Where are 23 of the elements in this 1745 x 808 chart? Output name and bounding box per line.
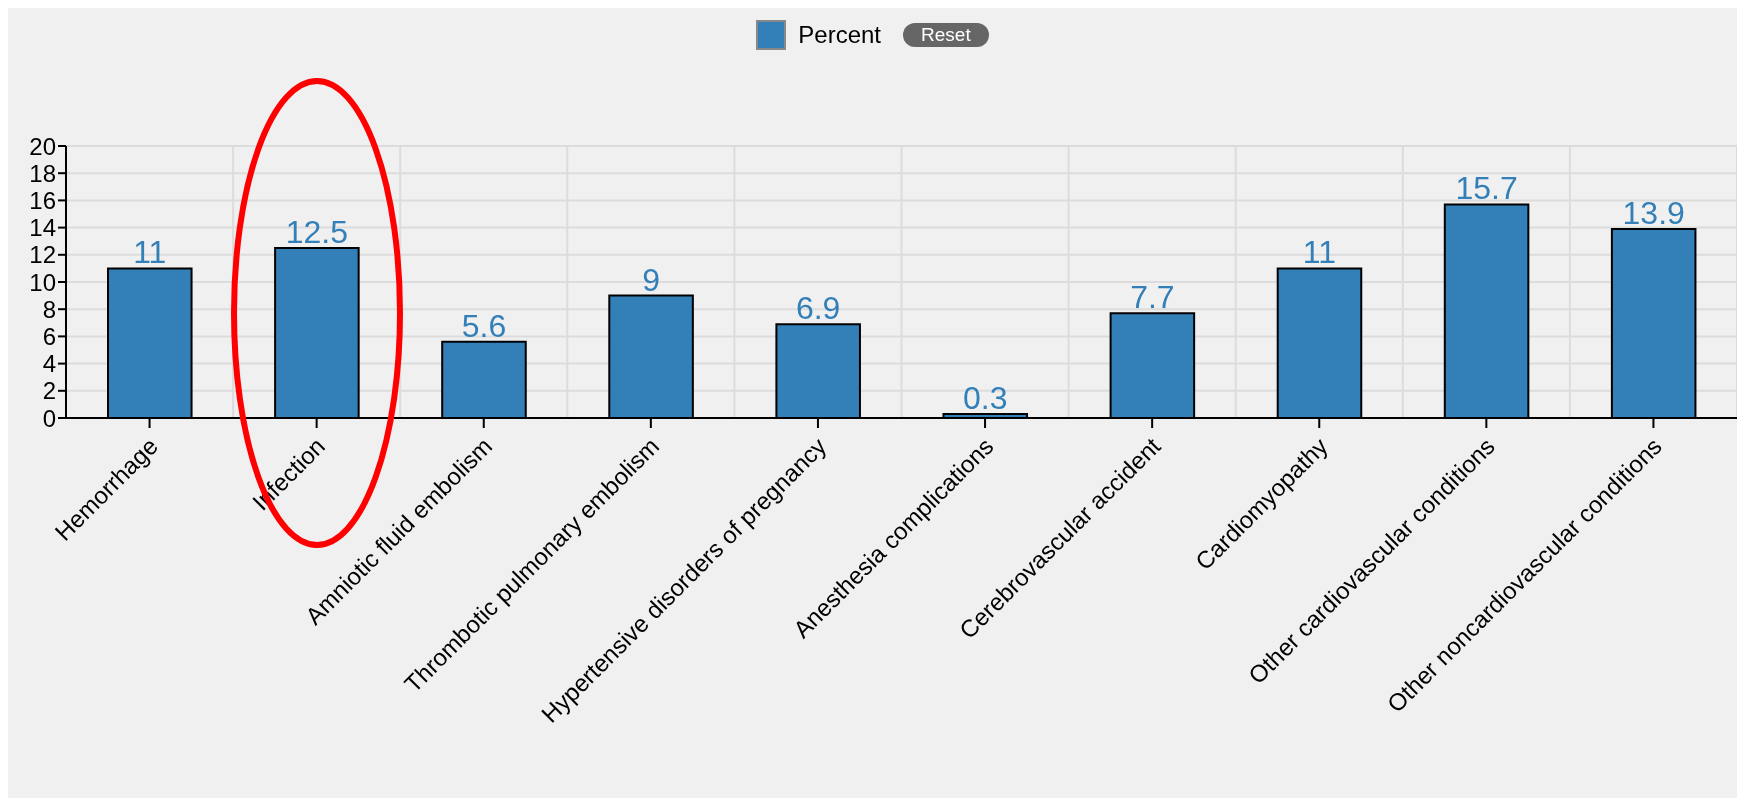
- data-label: 11: [133, 234, 167, 271]
- y-tick-label: 20: [29, 132, 56, 160]
- data-label: 5.6: [461, 307, 507, 344]
- y-tick-label: 0: [42, 404, 56, 432]
- y-tick-label: 14: [29, 214, 56, 242]
- y-tick-label: 12: [29, 241, 56, 269]
- y-tick-label: 16: [29, 186, 56, 214]
- data-label: 7.7: [1130, 279, 1175, 316]
- y-tick-label: 2: [42, 377, 56, 405]
- y-tick-label: 4: [42, 350, 56, 378]
- y-tick-label: 8: [42, 295, 56, 323]
- data-label: 0.3: [963, 379, 1008, 416]
- data-label: 6.9: [795, 290, 841, 327]
- data-label: 15.7: [1455, 170, 1518, 207]
- y-tick-label: 10: [29, 268, 56, 296]
- data-label: 13.9: [1622, 194, 1685, 231]
- legend-label: Percent: [798, 21, 882, 49]
- data-label: 9: [642, 261, 660, 298]
- data-label: 12.5: [285, 214, 349, 250]
- y-tick-label: 18: [29, 159, 56, 187]
- data-label: 11: [1302, 234, 1337, 271]
- y-tick-label: 6: [42, 322, 56, 350]
- reset-button: Reset: [903, 23, 989, 47]
